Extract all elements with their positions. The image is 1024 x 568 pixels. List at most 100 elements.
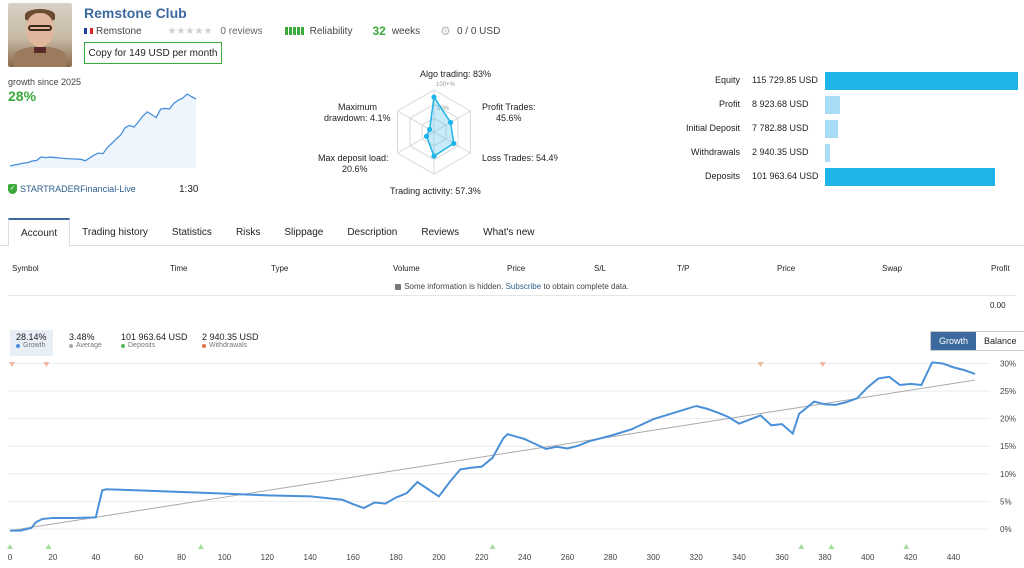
stat-growth[interactable]: 28.14% Growth	[10, 330, 53, 356]
balance-label: Withdrawals	[690, 147, 740, 157]
stat-label: Growth	[16, 342, 47, 349]
balance-row-equity: Equity 115 729.85 USD	[660, 72, 1020, 90]
growth-value: 28%	[8, 88, 37, 104]
trend-line	[9, 379, 976, 532]
stat-value: 101 963.64 USD	[121, 332, 188, 342]
copy-subscribe-button[interactable]: Copy for 149 USD per month	[84, 42, 222, 64]
deposit-marker-icon[interactable]	[489, 544, 496, 549]
stat-label-text: Growth	[23, 342, 46, 349]
x-tick-label: 280	[604, 553, 618, 562]
growth-sparkline	[9, 93, 197, 168]
x-tick-label: 400	[861, 553, 875, 562]
y-tick-label: 5%	[1000, 497, 1012, 506]
tab-what-s-new[interactable]: What's new	[483, 226, 535, 238]
balance-label: Deposits	[704, 171, 740, 181]
column-header-t-p[interactable]: T/P	[677, 264, 690, 273]
weeks-label: weeks	[391, 25, 421, 37]
x-tick-label: 20	[48, 553, 57, 562]
column-header-profit[interactable]: Profit	[991, 264, 1010, 273]
reviews-link[interactable]: 0 reviews	[220, 25, 263, 37]
author-link[interactable]: Remstone	[84, 26, 142, 37]
growth-toggle-button[interactable]: Growth	[931, 332, 977, 350]
signal-title[interactable]: Remstone Club	[84, 5, 187, 21]
deposit-marker-icon[interactable]	[798, 544, 805, 549]
radar-point	[423, 133, 430, 139]
subscribe-link[interactable]: Subscribe	[505, 282, 542, 291]
growth-series-line	[10, 361, 976, 532]
x-tick-label: 260	[561, 553, 575, 562]
balance-row-initial-deposit: Initial Deposit 7 782.88 USD	[660, 120, 1020, 138]
withdrawal-marker-icon[interactable]	[9, 362, 16, 367]
growth-since-label: growth since 2025	[8, 77, 82, 87]
rating-stars-icon: ★★★★★	[167, 25, 213, 37]
stat-deposits[interactable]: 101 963.64 USD Deposits	[115, 330, 194, 356]
balance-row-withdrawals: Withdrawals 2 940.35 USD	[660, 144, 1020, 162]
tab-account[interactable]: Account	[8, 218, 71, 247]
column-header-price[interactable]: Price	[507, 264, 526, 273]
radar-label-loss: Loss Trades: 54.4%	[482, 153, 558, 163]
tab-slippage[interactable]: Slippage	[284, 226, 324, 238]
x-tick-label: 100	[218, 553, 232, 562]
tab-description[interactable]: Description	[347, 226, 398, 238]
deposit-marker-icon[interactable]	[45, 544, 52, 549]
subscribers-value: 0 / 0 USD	[456, 25, 501, 37]
stat-value: 3.48%	[69, 332, 95, 342]
x-tick-label: 80	[177, 553, 186, 562]
balance-label: Equity	[714, 75, 740, 85]
sparkline-area	[10, 94, 196, 168]
y-tick-label: 15%	[1000, 442, 1016, 451]
x-tick-label: 220	[475, 553, 489, 562]
balance-bar	[825, 72, 1018, 90]
withdrawal-marker-icon[interactable]	[43, 362, 50, 367]
avatar[interactable]	[8, 3, 72, 67]
deposit-marker-icon[interactable]	[828, 544, 835, 549]
x-tick-label: 180	[389, 553, 403, 562]
balance-bar	[825, 168, 996, 186]
radar-label-drawdown2: drawdown: 4.1%	[324, 113, 391, 123]
verified-shield-icon: ✓	[8, 184, 17, 194]
stat-label: Deposits	[121, 342, 188, 349]
stat-label: Withdrawals	[202, 342, 259, 349]
x-tick-label: 200	[432, 553, 446, 562]
stat-value: 28.14%	[16, 332, 47, 342]
withdrawal-marker-icon[interactable]	[757, 362, 764, 367]
y-tick-label: 0%	[1000, 525, 1012, 534]
deposit-marker-icon[interactable]	[197, 544, 204, 549]
column-header-s-l[interactable]: S/L	[594, 264, 607, 273]
deposit-marker-icon[interactable]	[903, 544, 910, 549]
avatar-glasses	[28, 25, 52, 31]
tab-trading-history[interactable]: Trading history	[82, 226, 148, 238]
column-header-price[interactable]: Price	[777, 264, 796, 273]
broker-server-link[interactable]: ✓ STARTRADERFinancial-Live	[8, 184, 136, 194]
stat-average[interactable]: 3.48% Average	[63, 330, 108, 356]
tab-risks[interactable]: Risks	[235, 226, 261, 238]
balance-row-profit: Profit 8 923.68 USD	[660, 96, 1020, 114]
balance-bar	[825, 144, 830, 162]
column-header-volume[interactable]: Volume	[393, 264, 420, 273]
x-tick-label: 240	[518, 553, 532, 562]
balance-value: 7 782.88 USD	[752, 123, 809, 133]
legend-dot-icon	[202, 343, 206, 348]
tab-statistics[interactable]: Statistics	[171, 226, 212, 238]
column-header-symbol[interactable]: Symbol	[12, 264, 39, 273]
withdrawal-marker-icon[interactable]	[819, 362, 826, 367]
x-tick-label: 120	[261, 553, 275, 562]
legend-dot-icon	[69, 343, 73, 348]
balance-toggle-button[interactable]: Balance	[976, 332, 1024, 350]
stat-label-text: Deposits	[128, 342, 156, 349]
lock-icon	[395, 283, 402, 290]
column-header-time[interactable]: Time	[170, 264, 188, 273]
balance-label: Profit	[718, 99, 740, 109]
deposit-marker-icon[interactable]	[7, 544, 13, 549]
x-tick-label: 60	[134, 553, 143, 562]
column-header-swap[interactable]: Swap	[882, 264, 903, 273]
sparkline-line	[9, 93, 197, 167]
radar-label-deposit: Max deposit load:	[318, 153, 389, 163]
france-flag-icon	[84, 27, 93, 34]
tab-reviews[interactable]: Reviews	[421, 226, 460, 238]
balance-value: 101 963.64 USD	[752, 171, 819, 181]
column-header-type[interactable]: Type	[271, 264, 289, 273]
stat-withdrawals[interactable]: 2 940.35 USD Withdrawals	[196, 330, 265, 356]
x-tick-label: 340	[732, 553, 746, 562]
author-name: Remstone	[96, 25, 142, 37]
